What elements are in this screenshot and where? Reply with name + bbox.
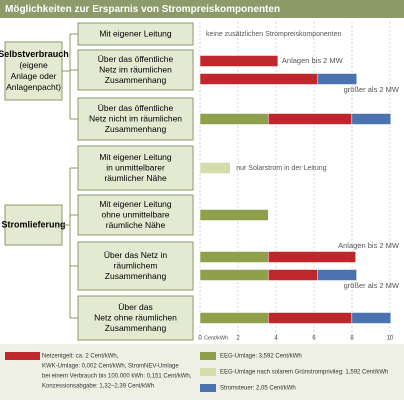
row-label: Zusammenhang — [105, 271, 167, 281]
row-label: räumlicher Nähe — [104, 173, 167, 183]
legend-swatch — [200, 352, 216, 360]
group-box — [4, 41, 63, 101]
row-label: Netz ohne räumlichen — [94, 312, 177, 322]
row-box — [77, 295, 194, 341]
row-label: ohne unmittelbare — [101, 209, 169, 219]
bar-segment — [267, 312, 353, 324]
row-box — [77, 241, 194, 291]
row-label: Über das Netz in — [104, 250, 168, 260]
bar-segment — [267, 269, 318, 281]
row-label: Zusammenhang — [105, 323, 167, 333]
bar-label: Anlagen bis 2 MW — [338, 241, 400, 250]
row-label: Zusammenhang — [105, 124, 167, 134]
row-label: Über das öffentliche — [98, 54, 174, 64]
row-label: räumliche Nähe — [106, 220, 166, 230]
row-label: in unmittelbarer — [106, 162, 165, 172]
group-label: Selbstverbrauch — [0, 49, 69, 59]
legend-swatch — [200, 368, 216, 376]
row-box — [77, 194, 194, 236]
x-tick-label: 0 — [198, 336, 202, 342]
legend-label: KWK-Umlage: 0,002 Cent/kWh, StromNEV-Uml… — [42, 364, 179, 370]
bar-segment — [351, 113, 392, 125]
bar-segment — [317, 269, 357, 281]
row-label: Über das — [118, 302, 153, 312]
x-tick-label: 2 — [236, 336, 240, 342]
legend-label: bei einem Verbrauch bis 100.000 kWh: 0,1… — [42, 374, 192, 380]
legend-label: Konzessionsabgabe: 1,32–2,39 Cent/kWh — [42, 384, 154, 390]
row-label: Netz im räumlichen — [99, 64, 172, 74]
bar-segment — [199, 269, 269, 281]
bar-segment — [199, 251, 269, 263]
row-note: keine zusätzlichen Strompreiskomponenten — [206, 31, 342, 38]
group-label: Anlagenpacht) — [6, 82, 61, 92]
row-box — [77, 145, 194, 191]
bar-segment — [317, 73, 357, 85]
legend-label: Netzentgelt: ca. 2 Cent/kWh, — [42, 354, 119, 360]
row-label: Mit eigener Leitung — [99, 28, 172, 38]
legend-swatch — [5, 352, 40, 360]
bar-segment — [267, 251, 356, 263]
row-label: Zusammenhang — [105, 75, 167, 85]
x-tick-label: 10 — [387, 336, 394, 342]
bar-segment — [199, 55, 279, 67]
bar-segment — [351, 312, 392, 324]
row-label: Mit eigener Leitung — [99, 152, 172, 162]
group-label: (eigene — [19, 60, 48, 70]
bar-label: größer als 2 MW — [344, 85, 400, 94]
bar-segment — [199, 312, 269, 324]
bar-segment — [199, 73, 319, 85]
x-tick-label: 6 — [312, 336, 316, 342]
legend-label: Stromsteuer: 2,05 Cent/kWh — [220, 386, 296, 392]
row-box — [77, 22, 194, 46]
legend-swatch — [200, 384, 216, 392]
x-tick-label: 8 — [350, 336, 354, 342]
row-note: nur Solarstrom in der Leitung — [236, 165, 326, 172]
bar-segment — [267, 113, 353, 125]
chart-title: Möglichkeiten zur Ersparnis von Strompre… — [5, 4, 280, 15]
bar-segment — [199, 209, 269, 221]
row-label: Netz nicht im räumlichen — [89, 113, 182, 123]
bar-segment — [199, 162, 231, 174]
bar-segment — [199, 113, 269, 125]
x-tick-label: 4 — [274, 336, 278, 342]
group-label: Anlage oder — [11, 71, 57, 81]
bar-label: Anlagen bis 2 MW — [282, 56, 344, 65]
row-label: Über das öffentliche — [98, 103, 174, 113]
x-unit: Cent/kWh — [204, 335, 228, 341]
row-label: Mit eigener Leitung — [99, 199, 172, 209]
legend-label: EEG-Umlage: 3,592 Cent/kWh — [220, 354, 302, 360]
row-box — [77, 97, 194, 141]
title-bar — [0, 0, 404, 18]
group-label: Stromlieferung — [1, 219, 65, 229]
bar-label: größer als 2 MW — [344, 281, 400, 290]
row-label: räumlichem — [114, 260, 158, 270]
legend-label: EEG-Umlage nach solarem Grünstromprivile… — [220, 370, 388, 376]
row-box — [77, 49, 194, 91]
